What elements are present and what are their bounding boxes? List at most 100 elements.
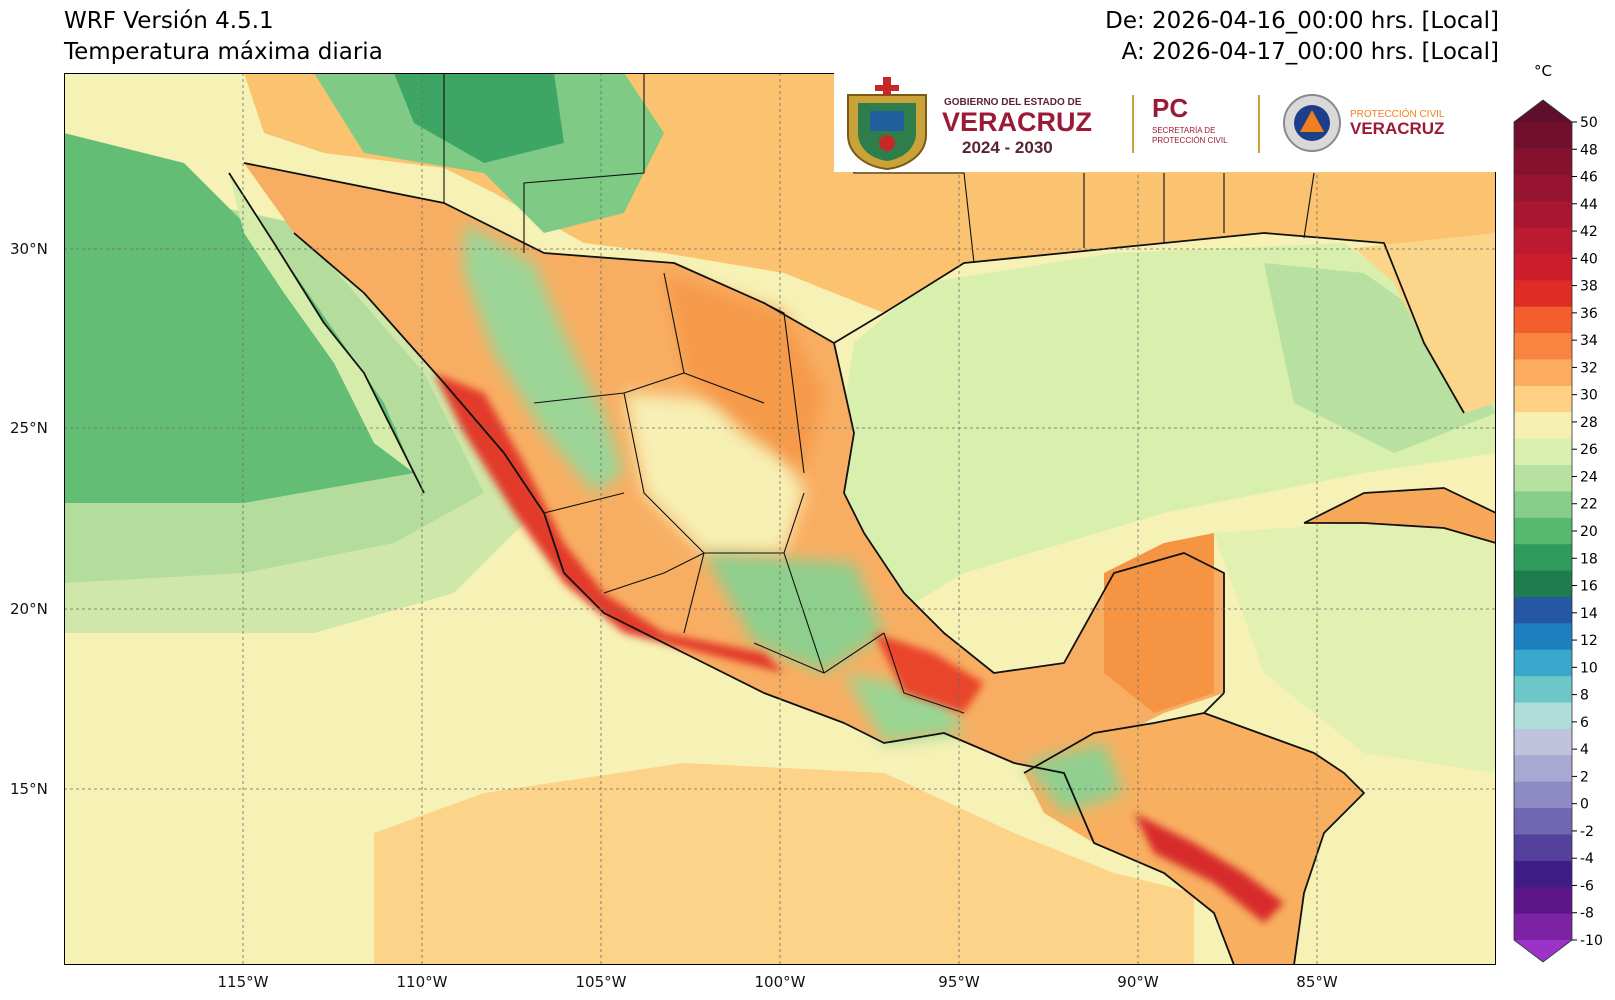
colorbar-tick-label: 50	[1580, 115, 1598, 131]
colorbar-band	[1514, 517, 1572, 545]
us-state-borders	[443, 73, 1315, 264]
pacific-dark-green-zone	[64, 133, 414, 503]
date-to: A: 2026-04-17_00:00 hrs. [Local]	[1121, 39, 1499, 65]
colorbar-ticks: 5048464442403836343230282624222018161412…	[1572, 115, 1603, 949]
pc-logo: PC	[1152, 93, 1188, 123]
pc-line1: SECRETARÍA DE	[1152, 126, 1215, 135]
colorbar-tick-label: 44	[1580, 197, 1598, 213]
pacific-coast-red	[434, 373, 784, 673]
lon-label-115: 115°W	[217, 973, 269, 991]
colorbar-tick-label: 2	[1580, 769, 1589, 785]
gov-years: 2024 - 2030	[962, 138, 1053, 157]
lon-label-100: 100°W	[754, 973, 806, 991]
colorbar-band	[1514, 148, 1572, 176]
colorbar-tick-label: -2	[1580, 824, 1594, 840]
colorbar-extend-top	[1514, 100, 1572, 122]
colorbar-tick-label: 10	[1580, 660, 1598, 676]
lat-label-30: 30°N	[10, 240, 48, 258]
gulf-green-zone	[1264, 263, 1496, 453]
lon-label-110: 110°W	[396, 973, 448, 991]
variable-title: Temperatura máxima diaria	[64, 39, 383, 65]
colorbar-band	[1514, 676, 1572, 704]
colorbar-tick-label: 4	[1580, 742, 1589, 758]
isthmus-red	[874, 633, 984, 713]
colorbar-band	[1514, 913, 1572, 941]
colorbar-band	[1514, 359, 1572, 387]
prot-line2: VERACRUZ	[1350, 119, 1444, 138]
colorbar-tick-label: 18	[1580, 551, 1598, 567]
date-range: De: 2026-04-16_00:00 hrs. [Local] A: 202…	[1105, 6, 1499, 68]
colorbar-band	[1514, 201, 1572, 229]
lat-label-25: 25°N	[10, 419, 48, 437]
title-block: WRF Versión 4.5.1 Temperatura máxima dia…	[64, 6, 383, 68]
cuba-land	[1304, 488, 1496, 543]
lon-label-90: 90°W	[1117, 973, 1159, 991]
northeast-orange	[664, 273, 824, 473]
colorbar-band	[1514, 808, 1572, 836]
date-from: De: 2026-04-16_00:00 hrs. [Local]	[1105, 8, 1499, 34]
state-borders	[533, 272, 965, 714]
coastline-gulf	[833, 342, 1225, 693]
lon-label-85: 85°W	[1296, 973, 1338, 991]
gov-line1: GOBIERNO DEL ESTADO DE	[944, 97, 1082, 108]
colorbar-tick-label: 12	[1580, 633, 1598, 649]
colorbar-tick-label: 34	[1580, 333, 1598, 349]
colorbar-tick-label: -8	[1580, 906, 1594, 922]
colorbar-band	[1514, 385, 1572, 413]
sierra-madre-green	[464, 223, 624, 493]
colorbar-band	[1514, 781, 1572, 809]
colorbar-band	[1514, 887, 1572, 915]
coastline-baja	[228, 172, 425, 494]
yucatan-land	[1104, 533, 1214, 713]
prot-line1: PROTECCIÓN CIVIL	[1350, 107, 1445, 120]
colorbar-tick-label: 24	[1580, 469, 1598, 485]
colorbar-tick-label: 16	[1580, 579, 1598, 595]
colorbar-band	[1514, 412, 1572, 440]
gov-line2: VERACRUZ	[942, 107, 1092, 137]
colorbar-band	[1514, 491, 1572, 519]
colorbar-tick-label: 48	[1580, 142, 1598, 158]
colorbar-band	[1514, 227, 1572, 255]
colorbar-band	[1514, 834, 1572, 862]
colorbar-band	[1514, 280, 1572, 308]
coastline-caribbean	[1203, 712, 1365, 965]
oaxaca-green	[844, 673, 964, 743]
colorbar-tick-label: -6	[1580, 878, 1594, 894]
gridlines	[64, 73, 1496, 965]
colorbar-band	[1514, 649, 1572, 677]
colorbar-band	[1514, 596, 1572, 624]
colorbar-band	[1514, 544, 1572, 572]
colorbar-band	[1514, 623, 1572, 651]
temperature-colorbar: °C 5048464442403836343230282624222018161…	[1513, 62, 1603, 963]
colorbar-tick-label: 46	[1580, 170, 1598, 186]
colorbar-band	[1514, 860, 1572, 888]
florida-land	[1354, 233, 1496, 413]
colorbar-band	[1514, 755, 1572, 783]
colorbar-band	[1514, 702, 1572, 730]
colorbar-tick-label: -10	[1580, 933, 1603, 949]
temperature-map	[64, 73, 1496, 965]
rockies-dark-green	[394, 73, 564, 163]
pc-line2: PROTECCIÓN CIVIL	[1152, 136, 1228, 145]
colorbar-tick-label: 0	[1580, 797, 1589, 813]
colorbar-band	[1514, 253, 1572, 281]
colorbar-tick-label: 8	[1580, 688, 1589, 704]
colorbar-tick-label: 6	[1580, 715, 1589, 731]
coastline-pacific	[293, 232, 1235, 965]
colorbar-band	[1514, 333, 1572, 361]
colorbar-tick-label: 38	[1580, 279, 1598, 295]
colorbar-band	[1514, 174, 1572, 202]
veracruz-shield-icon	[847, 77, 927, 171]
caribbean-zone	[1214, 513, 1496, 773]
logo-banner: GOBIERNO DEL ESTADO DE VERACRUZ 2024 - 2…	[834, 73, 1496, 172]
colorbar-band	[1514, 438, 1572, 466]
colorbar-extend-bottom	[1514, 940, 1572, 962]
colorbar-band	[1514, 570, 1572, 598]
colorbar-band	[1514, 122, 1572, 149]
colorbar-tick-label: -4	[1580, 851, 1594, 867]
colorbar-tick-label: 30	[1580, 388, 1598, 404]
proteccion-civil-emblem-icon	[1283, 94, 1341, 152]
colorbar-tick-label: 14	[1580, 606, 1598, 622]
baja-land	[229, 173, 424, 493]
colorbar-unit: °C	[1534, 62, 1552, 80]
